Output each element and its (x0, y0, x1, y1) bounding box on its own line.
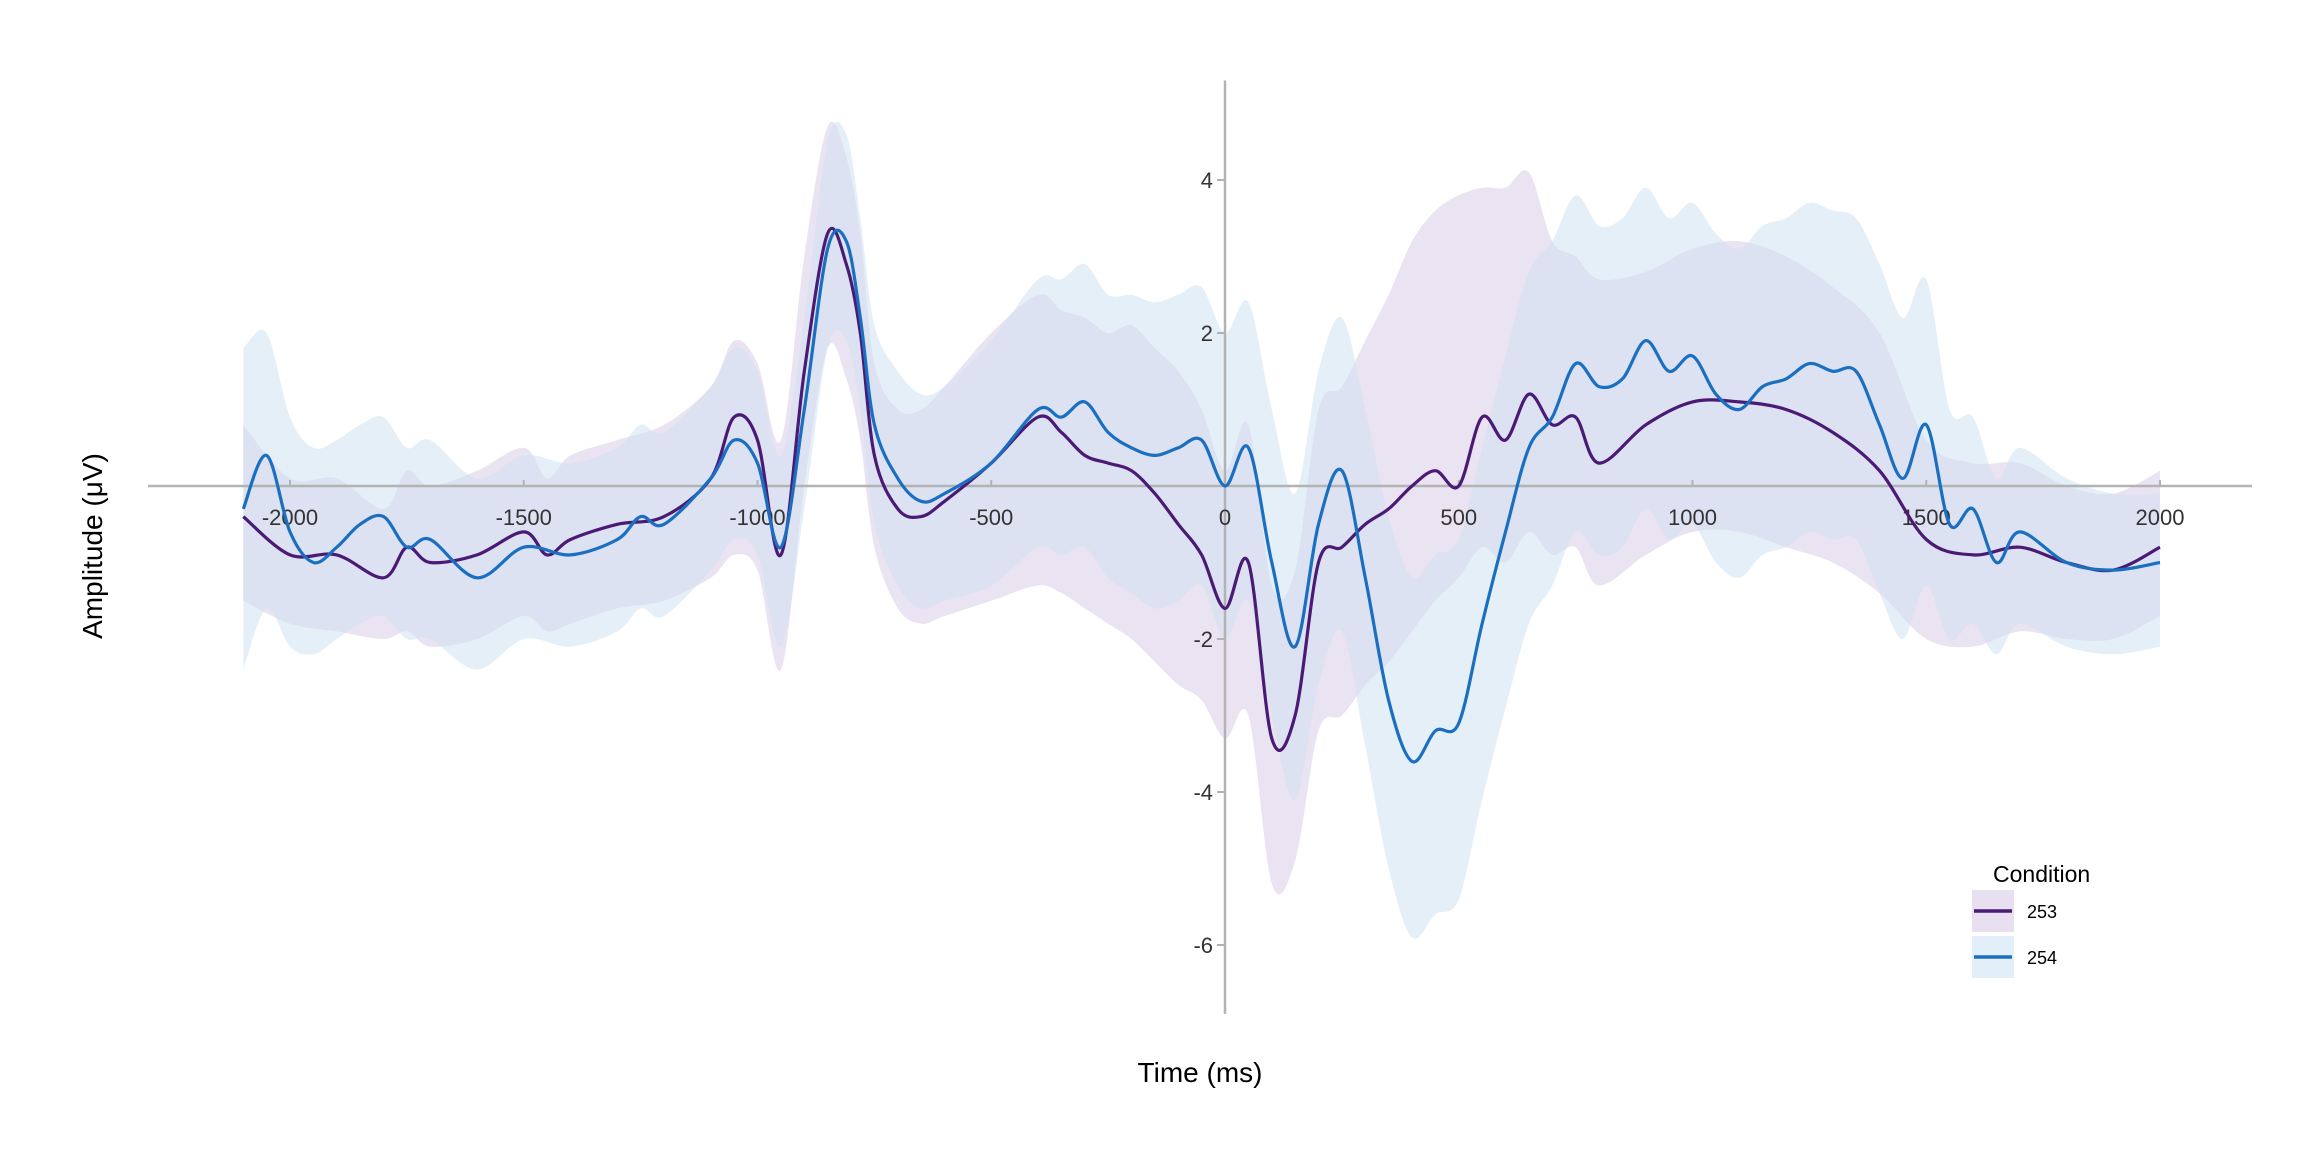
x-tick-label: 500 (1440, 505, 1477, 530)
x-axis-title: Time (ms) (1138, 1057, 1263, 1088)
series-line-254 (241, 228, 2161, 764)
confidence-bands (243, 121, 2160, 939)
band-254 (243, 121, 2160, 939)
x-tick-label: 2000 (2136, 505, 2185, 530)
legend: Condition 253 254 (1972, 861, 2090, 978)
y-tick-label: -4 (1193, 780, 1213, 805)
x-tick-label: -500 (969, 505, 1013, 530)
y-ticks: -6 -4 -2 2 4 (1193, 168, 1225, 958)
y-axis-title: Amplitude (μV) (77, 453, 108, 639)
x-tick-label: -1000 (729, 505, 785, 530)
legend-label-253: 253 (2027, 902, 2057, 922)
x-tick-label: -1500 (496, 505, 552, 530)
x-tick-label: 0 (1219, 505, 1231, 530)
legend-label-254: 254 (2027, 948, 2057, 968)
x-tick-label: -2000 (262, 505, 318, 530)
axes (148, 80, 2252, 1014)
series-lines (241, 226, 2161, 764)
legend-title: Condition (1993, 861, 2090, 887)
series-line-253 (242, 226, 2161, 752)
y-tick-label: 2 (1201, 321, 1213, 346)
x-ticks: -2000 -1500 -1000 -500 0 500 1000 1500 2000 (262, 480, 2185, 530)
y-tick-label: 4 (1201, 168, 1213, 193)
y-tick-label: -2 (1193, 627, 1213, 652)
y-tick-label: -6 (1193, 933, 1213, 958)
x-tick-label: 1000 (1668, 505, 1717, 530)
